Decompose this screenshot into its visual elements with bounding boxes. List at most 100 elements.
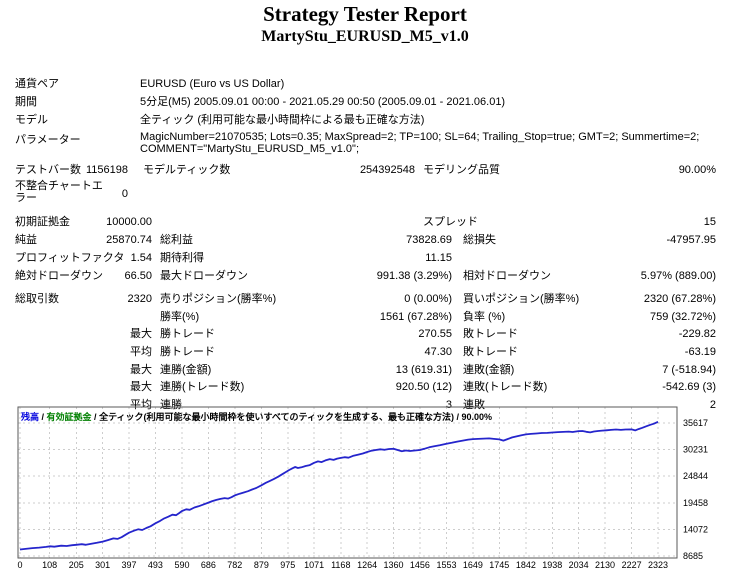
plot-border — [17, 406, 678, 559]
y-axis-tick-label: 30231 — [683, 445, 708, 455]
info-row: 通貨ペア EURUSD (Euro vs US Dollar) — [0, 75, 730, 93]
x-axis-tick-label: 1168 — [331, 560, 350, 570]
stat-value: 7 (-518.94) — [662, 363, 716, 376]
stat-label: 初期証拠金 — [15, 216, 70, 228]
stat-label: 絶対ドローダウン — [15, 270, 103, 282]
stat-label: スプレッド — [423, 216, 478, 228]
stat-row: 平均 勝トレード 47.30 敗トレード -63.19 — [0, 344, 730, 362]
stat-label: 連敗(金額) — [463, 363, 515, 376]
info-value: MagicNumber=21070535; Lots=0.35; MaxSpre… — [140, 131, 700, 155]
model-section: テストバー数 1156198 モデルティック数 254392548 モデリング品質 90.… — [0, 161, 730, 209]
balance-plot: 35617 30231 24844 19458 14072 8685 0 108 205 301 3… — [17, 406, 708, 570]
x-axis-tick-label: 1360 — [384, 560, 404, 570]
stat-row: 不整合チャートエラー 0 — [0, 179, 730, 209]
legend-model-label: 全ティック(利用可能な最小時間枠を使いすべてのティックを生成する、最も正確な方法… — [99, 412, 454, 422]
stat-label: 勝トレード — [160, 328, 215, 341]
stat-row: 勝率(%) 1561 (67.28%) 負率 (%) 759 (32.72%) — [0, 309, 730, 327]
stat-row: 純益 25870.74 総利益 73828.69 総損失 -47957.95 — [0, 231, 730, 249]
stat-value: 10000.00 — [106, 216, 152, 228]
y-axis-tick-label: 24844 — [683, 471, 708, 481]
x-axis-tick-label: 590 — [175, 560, 190, 570]
stat-label: 勝トレード — [160, 346, 215, 359]
legend-separator: / — [39, 412, 47, 422]
stat-value: 1561 (67.28%) — [379, 310, 452, 323]
stat-label: 勝率(%) — [160, 310, 200, 323]
stat-value: 13 (619.31) — [395, 363, 452, 376]
stat-qualifier: 最大 — [130, 328, 152, 341]
balance-chart: 残高 / 有効証拠金 / 全ティック(利用可能な最小時間枠を使いすべてのティック… — [0, 405, 730, 572]
x-axis-tick-label: 2034 — [569, 560, 589, 570]
legend-quality-label: 90.00% — [461, 412, 493, 422]
stat-row: 平均 連勝 3 連敗 2 — [0, 397, 730, 415]
stat-row: 最大 連勝(金額) 13 (619.31) 連敗(金額) 7 (-518.94) — [0, 362, 730, 380]
stat-value: -47957.95 — [666, 234, 716, 246]
stat-value: 0 — [121, 188, 128, 200]
stat-label: 敗トレード — [463, 328, 518, 341]
stat-value: 920.50 (12) — [395, 381, 452, 394]
stat-label: 連勝 — [160, 399, 182, 412]
x-axis-tick-label: 205 — [69, 560, 84, 570]
y-axis-tick-label: 8685 — [683, 551, 703, 561]
stat-value: 270.55 — [418, 328, 452, 341]
y-axis-tick-label: 14072 — [683, 524, 708, 534]
stat-value: 15 — [703, 216, 716, 228]
stat-value: 11.15 — [425, 252, 452, 264]
stat-value: 991.38 (3.29%) — [376, 270, 452, 282]
stat-value: -542.69 (3) — [662, 381, 716, 394]
balance-line — [19, 420, 659, 551]
stat-label: 敗トレード — [463, 346, 518, 359]
stat-label: 連勝(金額) — [160, 363, 212, 376]
stat-label: モデリング品質 — [423, 164, 500, 176]
info-row: モデル 全ティック (利用可能な最小時間枠による最も正確な方法) — [0, 111, 730, 129]
stat-label: 最大ドローダウン — [160, 270, 248, 282]
info-value: 5分足(M5) 2005.09.01 00:00 - 2021.05.29 00… — [140, 96, 506, 108]
x-axis-tick-label: 782 — [227, 560, 242, 570]
stat-label: テストバー数 — [15, 164, 81, 176]
x-axis-tick-label: 1649 — [463, 560, 483, 570]
x-axis-tick-label: 301 — [95, 560, 110, 570]
x-axis-tick-label: 1842 — [516, 560, 536, 570]
stat-row: プロフィットファクタ 1.54 期待利得 11.15 — [0, 249, 730, 267]
x-axis-tick-label: 1264 — [357, 560, 377, 570]
y-axis-tick-label: 35617 — [683, 418, 708, 428]
stat-label: 連敗 — [463, 399, 485, 412]
stat-value: 3 — [445, 399, 452, 412]
legend-balance-label: 残高 — [21, 412, 40, 422]
stat-row: 最大 勝トレード 270.55 敗トレード -229.82 — [0, 326, 730, 344]
stat-value: 254392548 — [359, 164, 415, 176]
stat-value: -229.82 — [678, 328, 716, 341]
stat-label: 売りポジション(勝率%) — [160, 293, 277, 305]
stat-label: 負率 (%) — [463, 310, 506, 323]
x-axis-tick-label: 1745 — [489, 560, 509, 570]
stat-value: 1156198 — [85, 164, 128, 176]
stat-label: 総取引数 — [15, 293, 59, 305]
stat-value: 2320 — [127, 293, 152, 305]
stat-value: 2 — [709, 399, 716, 412]
info-label: モデル — [15, 114, 48, 126]
stat-qualifier: 最大 — [130, 381, 152, 394]
x-axis-tick-label: 2130 — [595, 560, 615, 570]
x-axis-tick-label: 1071 — [304, 560, 324, 570]
info-label: パラメーター — [15, 134, 81, 146]
legend-separator: / — [91, 412, 100, 422]
stat-value: 90.00% — [678, 164, 716, 176]
stat-label: 総利益 — [160, 234, 193, 246]
stat-label: 連敗(トレード数) — [463, 381, 548, 394]
stat-qualifier: 最大 — [130, 363, 152, 376]
stat-value: 1.54 — [130, 252, 152, 264]
report-subtitle: MartyStu_EURUSD_M5_v1.0 — [261, 28, 469, 45]
stat-value: 5.97% (889.00) — [640, 270, 716, 282]
stat-qualifier: 平均 — [130, 346, 152, 359]
x-axis-tick-label: 975 — [280, 560, 295, 570]
stat-value: -63.19 — [684, 346, 716, 359]
stat-row: 初期証拠金 10000.00 スプレッド 15 — [0, 213, 730, 231]
x-axis-tick-label: 2323 — [648, 560, 668, 570]
stat-label: 相対ドローダウン — [463, 270, 551, 282]
stat-row: 絶対ドローダウン 66.50 最大ドローダウン 991.38 (3.29%) 相対ドロー… — [0, 267, 730, 285]
stat-label: 期待利得 — [160, 252, 204, 264]
stat-value: 2320 (67.28%) — [643, 293, 716, 305]
legend-separator: / — [454, 412, 462, 422]
stat-label: 総損失 — [463, 234, 496, 246]
stat-qualifier: 平均 — [130, 399, 152, 412]
info-label: 期間 — [15, 96, 37, 108]
